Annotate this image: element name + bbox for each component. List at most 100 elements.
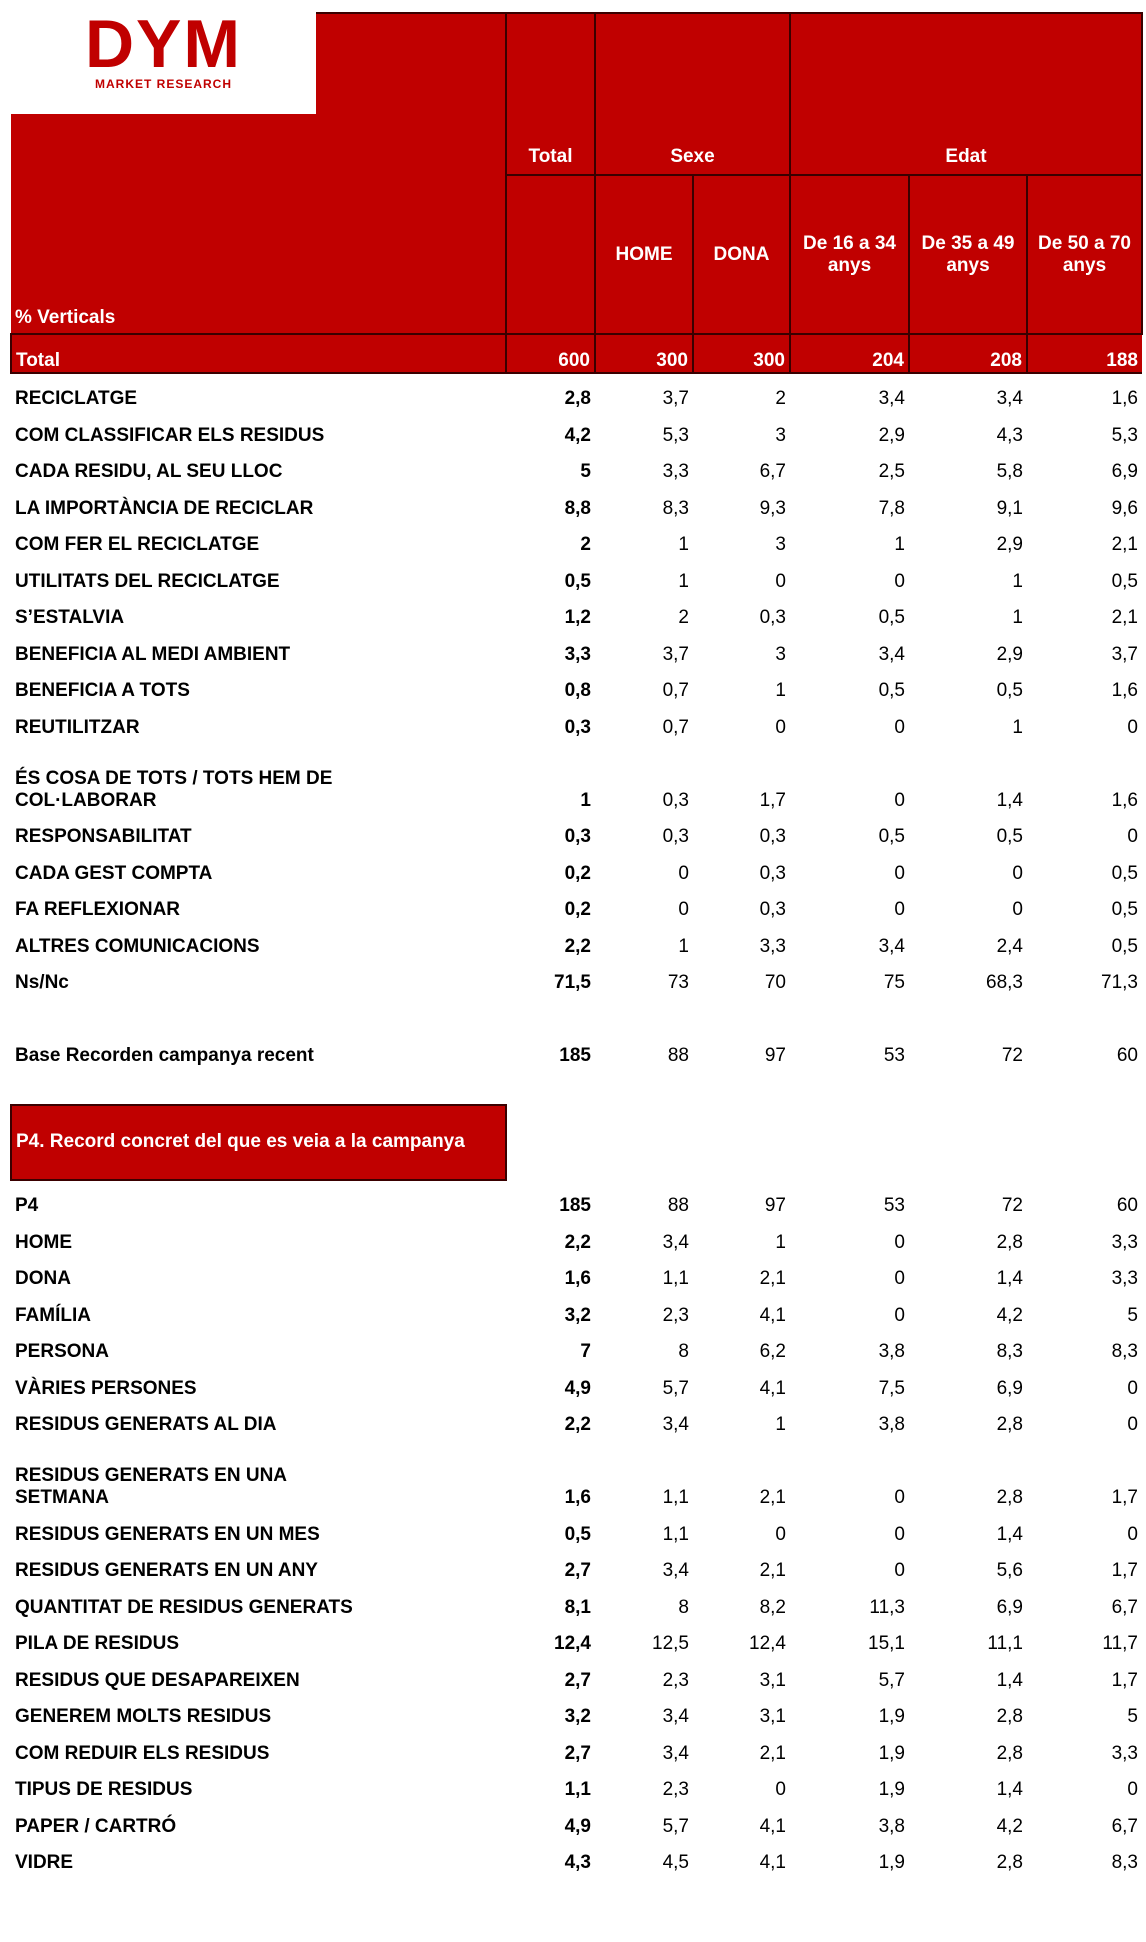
cell: 0 bbox=[775, 1779, 786, 1800]
row-label: ALTRES COMUNICACIONS bbox=[15, 935, 260, 957]
cell: 15,1 bbox=[868, 1633, 905, 1654]
cell: 0,5 bbox=[996, 826, 1023, 847]
cell: 2,1 bbox=[1111, 607, 1138, 628]
cell: 6,9 bbox=[996, 1377, 1023, 1399]
cell: 0 bbox=[1127, 716, 1138, 738]
cell: 1,7 bbox=[1111, 1669, 1138, 1691]
cell: 1,9 bbox=[878, 1779, 905, 1800]
cell: 7,5 bbox=[878, 1377, 905, 1399]
cell: 2,3 bbox=[662, 1669, 689, 1691]
cell: 3,4 bbox=[662, 1742, 689, 1764]
cell: 6,7 bbox=[1111, 1815, 1138, 1837]
table-row: BENEFICIA A TOTS 0,8 0,7 1 0,5 0,5 1,6 bbox=[11, 666, 1142, 703]
row-label: CADA RESIDU, AL SEU LLOC bbox=[15, 461, 283, 482]
row-label: S’ESTALVIA bbox=[15, 607, 125, 628]
cell: 2,2 bbox=[564, 1414, 591, 1435]
cell: 0,8 bbox=[564, 680, 591, 701]
cell: 4,1 bbox=[759, 1304, 786, 1326]
row-label: UTILITATS DEL RECICLATGE bbox=[15, 570, 280, 592]
row-label: RESIDUS GENERATS EN UN ANY bbox=[15, 1560, 318, 1581]
row-label: PILA DE RESIDUS bbox=[15, 1633, 179, 1654]
cell: 2,1 bbox=[759, 1742, 786, 1764]
cell: 1 bbox=[775, 680, 786, 701]
spacer bbox=[11, 994, 1142, 1031]
cell: 72 bbox=[1001, 1045, 1023, 1066]
cell: 53 bbox=[883, 1045, 905, 1066]
cell: 1 bbox=[775, 1231, 786, 1253]
table-body: Total Sexe Edat DYM MARKET RESEARCH % Ve… bbox=[10, 3, 1143, 1874]
row-label: REUTILITZAR bbox=[15, 716, 140, 738]
cell: 8,3 bbox=[1111, 1341, 1138, 1362]
cell: 88 bbox=[667, 1045, 689, 1066]
cell: 2,1 bbox=[759, 1268, 786, 1289]
cell: 600 bbox=[505, 333, 595, 374]
cell: 0,3 bbox=[564, 716, 591, 738]
cell: 2,4 bbox=[996, 935, 1023, 957]
row-label: CADA GEST COMPTA bbox=[15, 862, 213, 884]
cell: 3,4 bbox=[878, 935, 905, 957]
row-label: Total bbox=[10, 333, 506, 374]
cell: 8,3 bbox=[996, 1341, 1023, 1362]
cell: 75 bbox=[883, 972, 905, 993]
cell: 300 bbox=[692, 333, 790, 374]
table-row: GENEREM MOLTS RESIDUS 3,2 3,4 3,1 1,9 2,8 5 bbox=[11, 1692, 1142, 1729]
cell: 2,2 bbox=[564, 1231, 591, 1253]
logo-text: DYM bbox=[84, 6, 243, 82]
column-header: HOME bbox=[594, 174, 694, 334]
cell: 3,3 bbox=[1111, 1268, 1138, 1289]
cell: 2,8 bbox=[564, 388, 591, 409]
cell: 4,3 bbox=[564, 1852, 591, 1873]
table-row: REUTILITZAR 0,3 0,7 0 0 1 0 bbox=[11, 702, 1142, 739]
cell: 3,3 bbox=[564, 643, 591, 665]
table-row: RESIDUS GENERATS EN UN ANY 2,7 3,4 2,1 0 5,6 1… bbox=[11, 1546, 1142, 1583]
cell: 0,3 bbox=[759, 862, 786, 884]
cell: 4,5 bbox=[662, 1852, 689, 1873]
cell: 0,5 bbox=[1111, 935, 1138, 957]
cell: 0,5 bbox=[1111, 570, 1138, 592]
logo: DYM MARKET RESEARCH bbox=[11, 3, 501, 307]
cell: 5 bbox=[580, 461, 591, 482]
cell: 1,9 bbox=[878, 1852, 905, 1873]
spacer bbox=[11, 1067, 1142, 1105]
cell: 0,3 bbox=[564, 826, 591, 847]
cell: 0 bbox=[894, 1523, 905, 1545]
cell: 1 bbox=[678, 935, 689, 957]
spacer-row bbox=[11, 1067, 1142, 1105]
cell: 4,3 bbox=[996, 424, 1023, 446]
column-header: De 16 a 34 anys bbox=[789, 174, 910, 334]
subheader-row: DYM MARKET RESEARCH % Verticals HOME DON… bbox=[11, 3, 1143, 334]
table-row: RESIDUS GENERATS AL DIA 2,2 3,4 1 3,8 2,8 0 bbox=[11, 1400, 1142, 1437]
cell: 9,1 bbox=[996, 497, 1023, 519]
table-row: QUANTITAT DE RESIDUS GENERATS 8,1 8 8,2 11,3… bbox=[11, 1582, 1142, 1619]
row-label: BENEFICIA AL MEDI AMBIENT bbox=[15, 643, 291, 665]
cell: 5,8 bbox=[996, 461, 1023, 482]
cell: 3,8 bbox=[878, 1815, 905, 1837]
cell: 4,9 bbox=[564, 1815, 591, 1837]
table-row: FAMÍLIA 3,2 2,3 4,1 0 4,2 5 bbox=[11, 1290, 1142, 1327]
cell: 1,4 bbox=[996, 1268, 1023, 1289]
table-row: Base Recorden campanya recent 185 88 97 53 72… bbox=[11, 1031, 1142, 1068]
cell: 11,7 bbox=[1102, 1633, 1138, 1654]
cell: 97 bbox=[764, 1045, 786, 1066]
logo-subtext: MARKET RESEARCH bbox=[94, 77, 232, 91]
cell: 1,2 bbox=[564, 607, 591, 628]
table-row: RESIDUS GENERATS EN UNA SETMANA 1,6 1,1 2,1… bbox=[11, 1436, 1142, 1509]
subheader-text: % Verticals bbox=[15, 307, 116, 328]
cell: 8,1 bbox=[564, 1596, 591, 1618]
cell: 1 bbox=[1012, 570, 1023, 592]
table-row: CADA RESIDU, AL SEU LLOC 5 3,3 6,7 2,5 5,8 6,9 bbox=[11, 447, 1142, 484]
cell: 2,8 bbox=[996, 1852, 1023, 1873]
spacer-row bbox=[11, 994, 1142, 1031]
cell: 1,1 bbox=[662, 1487, 689, 1508]
cell: 0,7 bbox=[662, 680, 689, 701]
cell: 185 bbox=[559, 1045, 591, 1066]
cell: 11,1 bbox=[987, 1633, 1023, 1654]
table-row: ALTRES COMUNICACIONS 2,2 1 3,3 3,4 2,4 0,5 bbox=[11, 921, 1142, 958]
cell: 0,5 bbox=[996, 680, 1023, 701]
row-label: RESIDUS GENERATS AL DIA bbox=[15, 1414, 277, 1435]
row-label: RESIDUS GENERATS EN UNA SETMANA bbox=[11, 1436, 506, 1509]
cell: 97 bbox=[764, 1195, 786, 1216]
cell: 3,7 bbox=[662, 388, 689, 409]
cell: 9,3 bbox=[759, 497, 786, 519]
